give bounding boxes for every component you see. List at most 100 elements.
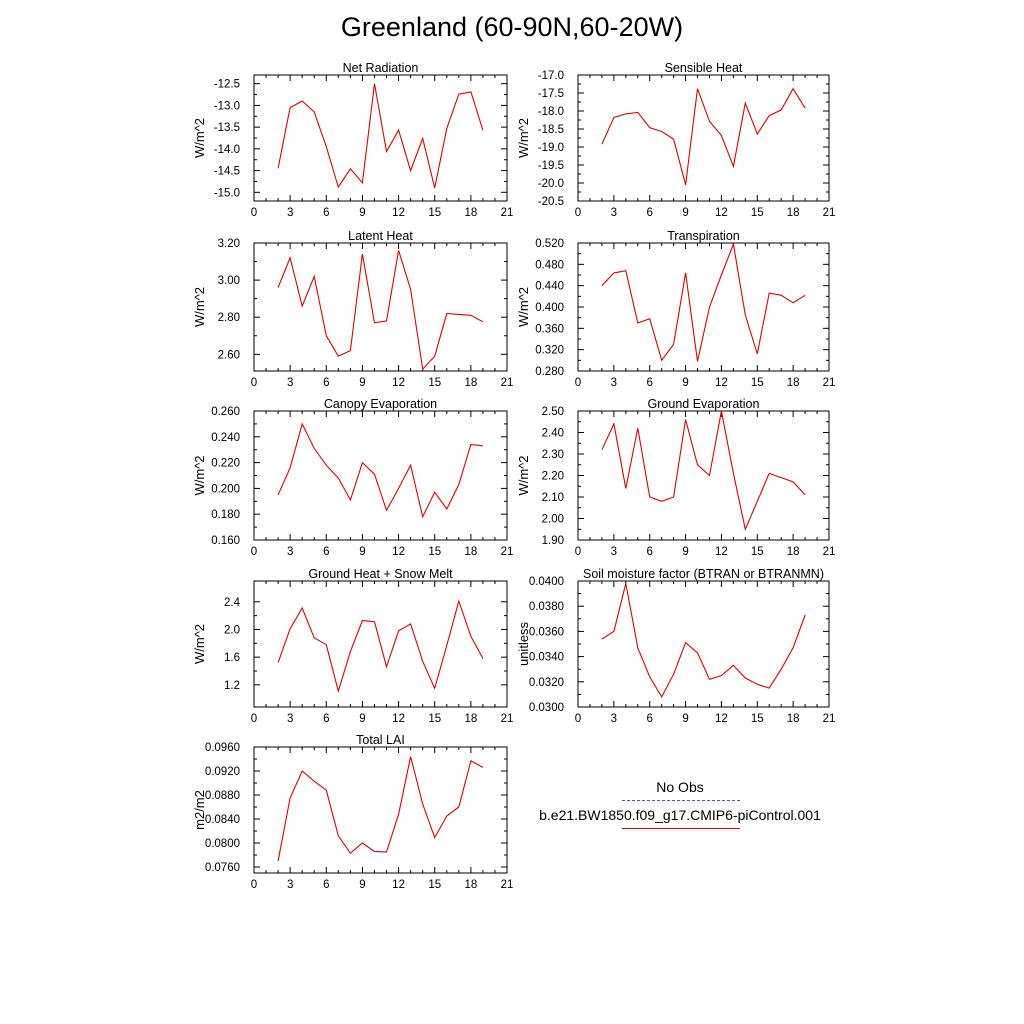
y-tick-label: 2.00 (542, 514, 564, 526)
x-tick-label: 18 (787, 377, 800, 389)
y-tick-label: 1.6 (224, 652, 240, 664)
x-tick-label: 15 (428, 546, 441, 558)
y-tick-label: 1.2 (224, 680, 240, 692)
x-tick-label: 15 (428, 377, 441, 389)
y-tick-label: -17.0 (538, 70, 564, 82)
x-tick-label: 12 (392, 207, 405, 219)
x-tick-label: 12 (392, 879, 405, 891)
figure-title: Greenland (60-90N,60-20W) (340, 12, 684, 42)
y-tick-label: -17.5 (538, 88, 564, 100)
y-tick-label: -15.0 (214, 187, 240, 199)
y-tick-label: -14.0 (214, 144, 240, 156)
x-tick-label: 21 (501, 879, 514, 891)
y-tick-label: 0.520 (535, 238, 564, 250)
x-tick-label: 0 (575, 713, 581, 725)
y-tick-label: -19.0 (538, 142, 564, 154)
x-tick-label: 12 (392, 377, 405, 389)
chart-panel-2: Latent Heat W/m^2 0 3 6 9 12 15 18 21 3.20 3.00 2.80… (192, 229, 513, 389)
y-tick-label: 0.0380 (529, 601, 564, 613)
y-tick-label: 1.90 (542, 535, 564, 547)
y-tick-label: 0.220 (211, 458, 240, 470)
y-tick-label: 0.440 (535, 281, 564, 293)
panel-title: Ground Evaporation (648, 397, 760, 411)
y-tick-label: 0.180 (211, 509, 240, 521)
x-tick-label: 0 (575, 546, 581, 558)
x-tick-label: 15 (751, 377, 764, 389)
x-tick-label: 6 (323, 377, 329, 389)
x-tick-label: 9 (682, 207, 688, 219)
y-tick-label: 0.0340 (529, 652, 564, 664)
x-tick-label: 21 (501, 713, 514, 725)
x-tick-label: 3 (287, 879, 293, 891)
x-tick-label: 18 (464, 879, 477, 891)
x-tick-label: 9 (682, 546, 688, 558)
x-tick-label: 15 (751, 546, 764, 558)
y-tick-label: 0.480 (535, 259, 564, 271)
x-tick-label: 3 (611, 207, 617, 219)
y-axis-label: m2/m2 (192, 790, 207, 830)
chart-panel-3: Transpiration W/m^2 0 3 6 9 12 15 18 21 0.520 0.480… (516, 229, 835, 389)
x-tick-label: 6 (647, 207, 653, 219)
y-axis-label: W/m^2 (192, 455, 207, 495)
x-tick-label: 9 (359, 377, 365, 389)
chart-panel-5: Ground Evaporation W/m^2 0 3 6 9 12 15 18 21 2.50 2… (516, 397, 835, 558)
x-tick-label: 15 (428, 879, 441, 891)
y-tick-label: 0.360 (535, 323, 564, 335)
x-tick-label: 3 (611, 377, 617, 389)
y-tick-label: 2.30 (542, 449, 564, 461)
x-tick-label: 12 (715, 377, 728, 389)
y-tick-label: 2.60 (218, 349, 240, 361)
series-line (601, 410, 806, 532)
series-line (277, 756, 484, 862)
x-tick-label: 0 (251, 713, 257, 725)
x-tick-label: 9 (682, 713, 688, 725)
y-tick-label: -18.0 (538, 106, 564, 118)
x-tick-label: 18 (464, 207, 477, 219)
plot-frame (577, 410, 830, 541)
panel-title: Net Radiation (343, 61, 419, 75)
y-tick-label: -13.5 (214, 122, 240, 134)
plot-frame (253, 410, 508, 541)
x-tick-label: 9 (359, 713, 365, 725)
y-axis-label: W/m^2 (192, 287, 207, 327)
x-tick-label: 18 (787, 207, 800, 219)
x-tick-label: 21 (823, 207, 836, 219)
plot-frame (577, 580, 830, 708)
panel-title: Total LAI (356, 733, 405, 747)
y-tick-label: 0.200 (211, 483, 240, 495)
x-tick-label: 9 (359, 546, 365, 558)
y-axis-label: W/m^2 (192, 624, 207, 664)
y-tick-label: 0.0400 (529, 576, 564, 588)
y-axis-label: W/m^2 (192, 118, 207, 158)
panel-title: Soil moisture factor (BTRAN or BTRANMN) (583, 567, 824, 581)
x-tick-label: 6 (323, 713, 329, 725)
legend-label-model: b.e21.BW1850.f09_g17.CMIP6-piControl.001 (539, 807, 821, 823)
chart-panel-1: Sensible Heat W/m^2 0 3 6 9 12 15 18 21 -17.0 -17.5… (516, 61, 835, 219)
series-line (277, 422, 483, 519)
x-tick-label: 6 (647, 546, 653, 558)
y-tick-label: 2.40 (542, 428, 564, 440)
x-tick-label: 12 (715, 713, 728, 725)
x-tick-label: 15 (751, 713, 764, 725)
y-tick-label: 2.50 (542, 406, 564, 418)
y-tick-label: -18.5 (538, 124, 564, 136)
x-tick-label: 21 (823, 546, 836, 558)
series-line (277, 83, 484, 189)
y-tick-label: 2.80 (218, 312, 240, 324)
chart-panel-4: Canopy Evaporation W/m^2 0 3 6 9 12 15 18 21 0.260… (192, 397, 513, 558)
x-tick-label: 12 (392, 713, 405, 725)
y-axis-label: unitless (516, 621, 531, 666)
panel-title: Sensible Heat (665, 61, 743, 75)
x-tick-label: 18 (787, 546, 800, 558)
x-tick-label: 0 (575, 207, 581, 219)
x-tick-label: 3 (287, 546, 293, 558)
legend-swatch-model (622, 828, 740, 829)
panel-title: Canopy Evaporation (324, 397, 437, 411)
y-tick-label: 2.10 (542, 492, 564, 504)
x-tick-label: 3 (611, 546, 617, 558)
x-tick-label: 18 (464, 377, 477, 389)
y-tick-label: 0.0960 (205, 742, 240, 754)
series-line (277, 599, 484, 694)
x-tick-label: 12 (392, 546, 405, 558)
y-axis-label: W/m^2 (516, 287, 531, 327)
